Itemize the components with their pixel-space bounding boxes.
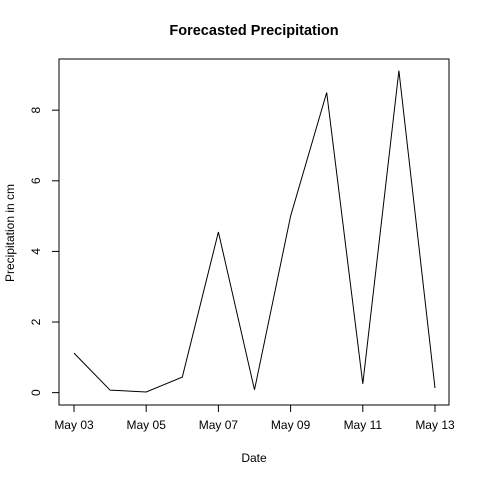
plot-border	[58, 58, 450, 406]
x-tick-label: May 03	[54, 418, 94, 432]
x-tick-label: May 05	[127, 418, 167, 432]
series-precipitation	[73, 70, 436, 393]
y-axis-label: Precipitation in cm	[3, 184, 17, 282]
x-tick-label: May 09	[271, 418, 311, 432]
y-axis: 0 2 4 6 8	[29, 107, 60, 396]
y-tick-label: 8	[29, 107, 43, 114]
chart-title: Forecasted Precipitation	[169, 23, 338, 39]
y-tick-label: 4	[29, 248, 43, 255]
y-tick-label: 6	[29, 177, 43, 184]
x-axis: May 03 May 05 May 07 May 09 May 11 May 13	[54, 404, 455, 432]
y-tick-label: 0	[29, 389, 43, 396]
x-tick-label: May 13	[415, 418, 455, 432]
x-tick-label: May 11	[344, 418, 383, 432]
x-tick-label: May 07	[199, 418, 239, 432]
x-axis-label: Date	[241, 451, 267, 465]
y-tick-label: 2	[29, 318, 43, 325]
series-line	[73, 70, 436, 393]
